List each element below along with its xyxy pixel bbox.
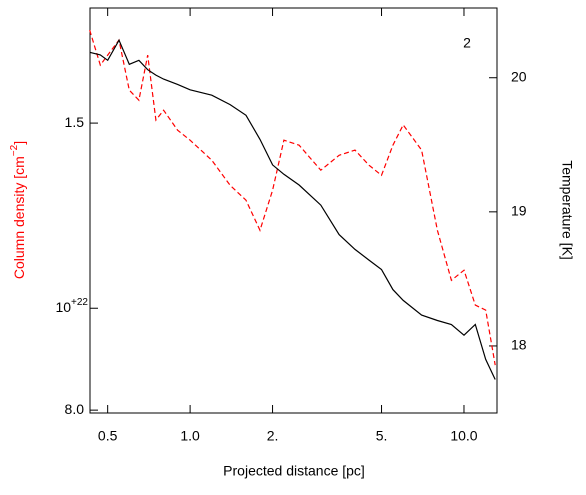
y-tick-label: 8.0: [65, 401, 85, 417]
y-tick-text: 10: [55, 299, 71, 315]
x-tick-label: 0.5: [98, 428, 118, 444]
y-tick-label: 10+22: [55, 297, 88, 315]
x-tick-label: 5.: [376, 428, 388, 444]
x-tick-label: 10.0: [450, 428, 477, 444]
annotation: 2: [463, 35, 471, 51]
x-tick-label: 2.: [267, 428, 279, 444]
series-line: [89, 29, 496, 366]
y-tick-text: 1.5: [65, 114, 85, 130]
x-axis-label: Projected distance [pc]: [223, 463, 365, 479]
x-tick-label: 1.0: [180, 428, 200, 444]
plot-frame: [89, 7, 498, 414]
series-line: [89, 38, 496, 380]
y-label-text: Column density [cm: [11, 156, 27, 279]
y2-axis-label: Temperature [K]: [559, 160, 575, 260]
y2-tick-label: 19: [511, 203, 527, 219]
y2-tick-label: 20: [511, 68, 527, 84]
y-tick-sup: +22: [71, 297, 88, 308]
y2-tick-label: 18: [511, 337, 527, 353]
y-tick-label: 1.5: [65, 114, 85, 130]
y-label-end: ]: [11, 141, 27, 145]
y-label-sup: −2: [9, 144, 20, 156]
y-tick-text: 8.0: [65, 401, 85, 417]
y-axis-label: Column density [cm−2]: [9, 141, 27, 279]
